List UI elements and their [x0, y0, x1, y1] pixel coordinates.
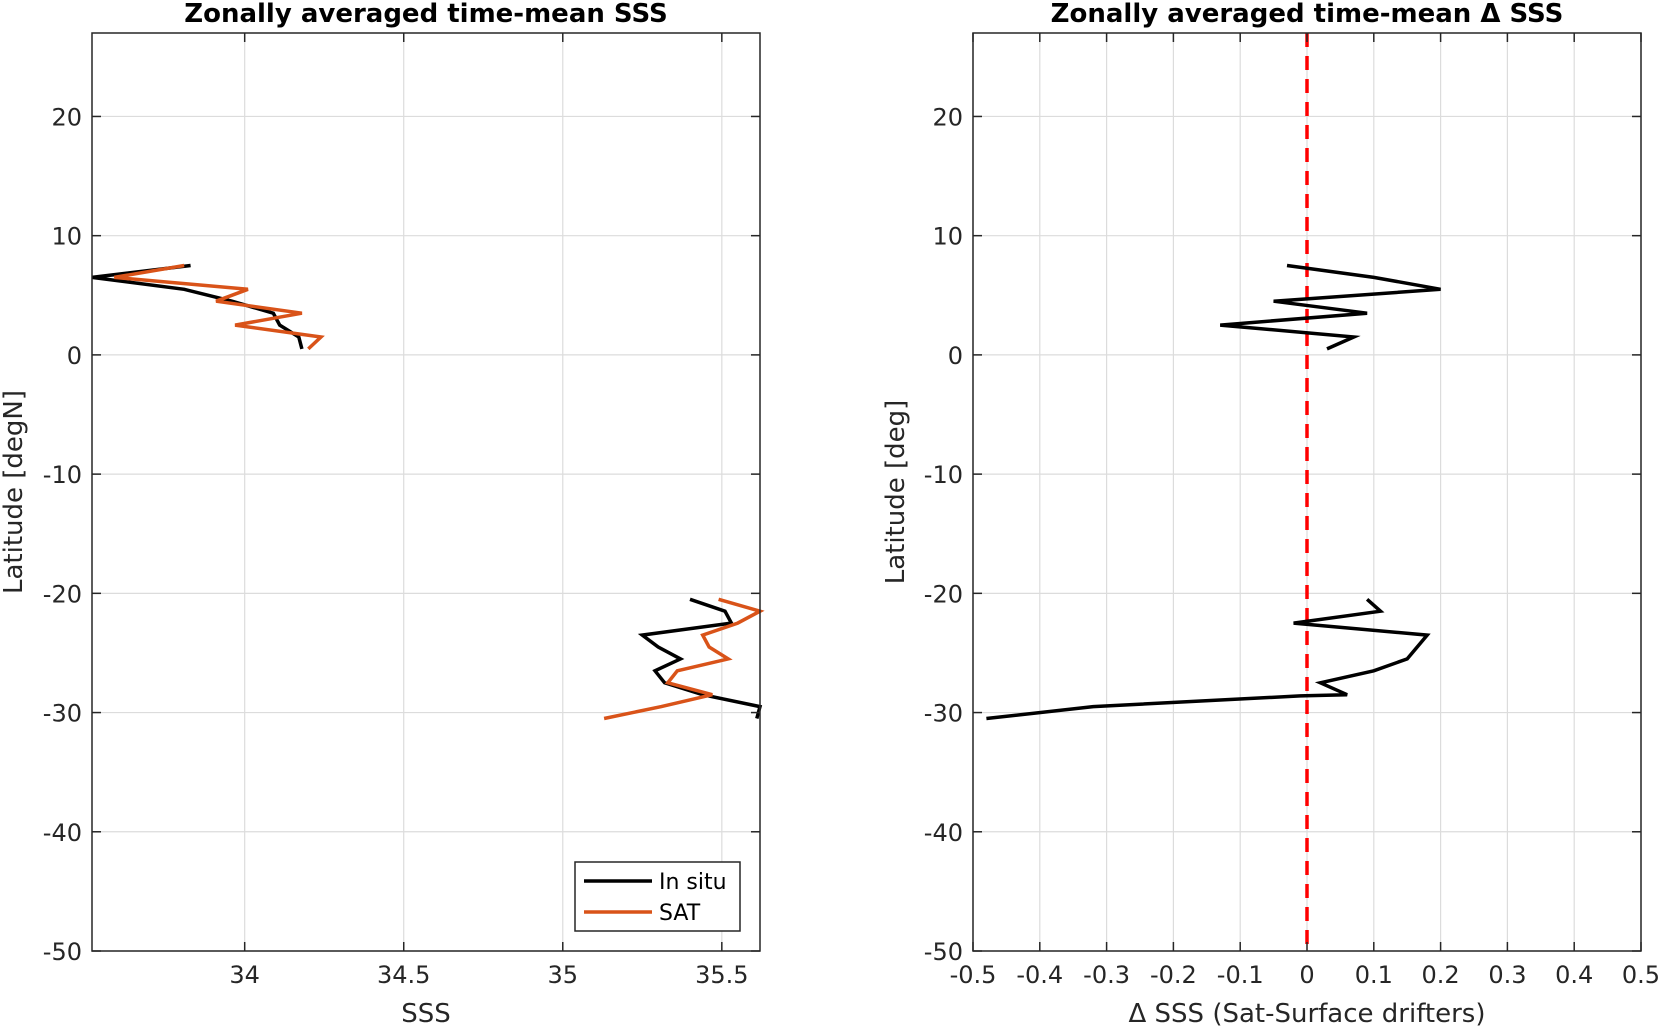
x-axis-label: SSS [401, 999, 451, 1026]
series-group [986, 263, 1441, 721]
x-tick-label: 35.5 [695, 961, 748, 989]
panel-sss: 34 34.5 35 35.5 -50 -40 -30 -20 -10 0 10 20 Zonally… [0, 0, 765, 1026]
y-tick-label: -10 [924, 461, 963, 489]
x-tick-label: 0.4 [1555, 961, 1593, 989]
y-tick-label: 10 [932, 223, 963, 251]
x-tick-label: -0.5 [950, 961, 997, 989]
x-tick-label: 34 [229, 961, 260, 989]
y-tick-label: 10 [51, 223, 82, 251]
x-tick-label: -0.1 [1217, 961, 1264, 989]
y-tick-label: 20 [51, 103, 82, 131]
x-tick-label: 35 [548, 961, 579, 989]
series-line-sat-segment-2 [603, 597, 765, 721]
y-axis-label: Latitude [deg] [881, 400, 911, 585]
y-tick-label: -30 [43, 700, 82, 728]
x-tick-label: -0.4 [1016, 961, 1063, 989]
x-tick-label: 0 [1299, 961, 1314, 989]
legend-box [574, 861, 741, 932]
legend-label-in-situ: In situ [659, 870, 727, 895]
y-tick-label: -40 [43, 819, 82, 847]
y-tick-label: -10 [43, 461, 82, 489]
y-tick-label: -50 [924, 938, 963, 966]
y-tick-label: 0 [67, 342, 82, 370]
x-tick-label: 0.1 [1355, 961, 1393, 989]
y-tick-label: 20 [932, 103, 963, 131]
y-tick-label: -20 [43, 580, 82, 608]
plot-area [92, 33, 760, 951]
y-tick-label: -30 [924, 700, 963, 728]
x-tick-label: -0.2 [1150, 961, 1197, 989]
x-tick-label: 34.5 [377, 961, 430, 989]
x-tick-label: 0.3 [1488, 961, 1526, 989]
x-tick-label: -0.3 [1083, 961, 1130, 989]
axes-box [91, 32, 761, 952]
y-tick-label: -50 [43, 938, 82, 966]
x-tick-label: 0.5 [1622, 961, 1660, 989]
x-axis-label: Δ SSS (Sat-Surface drifters) [1129, 999, 1486, 1026]
series-line-in-situ-segment-2 [637, 597, 763, 719]
y-axis-label: Latitude [degN] [0, 390, 29, 594]
series-line-sat-segment-1 [114, 263, 325, 351]
series-line-delta-sss-segment-2 [986, 597, 1431, 721]
chart-title: Zonally averaged time-mean SSS [184, 0, 668, 29]
y-tick-label: 0 [948, 342, 963, 370]
legend: In situ SAT [574, 861, 741, 932]
ticks: -0.5 -0.4 -0.3 -0.2 -0.1 0 0.1 0.2 0.3 0.4 0.5 -50 -… [924, 33, 1660, 989]
x-tick-label: 0.2 [1422, 961, 1460, 989]
series-group [91, 263, 765, 721]
y-tick-label: -40 [924, 819, 963, 847]
y-tick-label: -20 [924, 580, 963, 608]
series-line-delta-sss-segment-1 [1220, 263, 1441, 351]
panel-delta-sss: -0.5 -0.4 -0.3 -0.2 -0.1 0 0.1 0.2 0.3 0.4 0.5 -50 -… [881, 0, 1660, 1026]
chart-title: Zonally averaged time-mean Δ SSS [1051, 0, 1564, 29]
legend-label-sat: SAT [659, 901, 701, 926]
ticks: 34 34.5 35 35.5 -50 -40 -30 -20 -10 0 10 20 [43, 33, 760, 989]
